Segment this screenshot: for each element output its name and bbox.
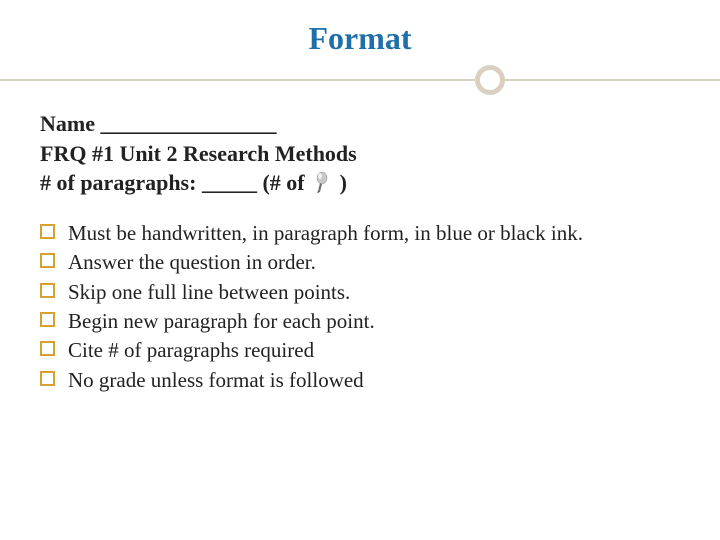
header-line-paragraphs: # of paragraphs: _____ (# of ) [40, 168, 680, 201]
list-item: Cite # of paragraphs required [40, 336, 680, 364]
header-line-frq: FRQ #1 Unit 2 Research Methods [40, 139, 680, 169]
square-bullet-icon [40, 341, 55, 356]
divider-line [0, 79, 720, 81]
list-item: Skip one full line between points. [40, 278, 680, 306]
bullet-text: Must be handwritten, in paragraph form, … [68, 221, 583, 245]
paragraphs-prefix: # of paragraphs: _____ (# of [40, 170, 310, 195]
pen-icon [312, 171, 332, 201]
list-item: No grade unless format is followed [40, 366, 680, 394]
square-bullet-icon [40, 312, 55, 327]
square-bullet-icon [40, 283, 55, 298]
header-line-name: Name ________________ [40, 109, 680, 139]
square-bullet-icon [40, 224, 55, 239]
title-divider [40, 65, 680, 95]
square-bullet-icon [40, 253, 55, 268]
list-item: Must be handwritten, in paragraph form, … [40, 219, 680, 247]
bullet-text: No grade unless format is followed [68, 368, 364, 392]
list-item: Begin new paragraph for each point. [40, 307, 680, 335]
bullet-text: Answer the question in order. [68, 250, 316, 274]
bullet-text: Cite # of paragraphs required [68, 338, 314, 362]
paragraphs-suffix: ) [334, 170, 347, 195]
bullet-text: Skip one full line between points. [68, 280, 350, 304]
slide-title: Format [40, 20, 680, 57]
divider-circle-icon [475, 65, 505, 95]
square-bullet-icon [40, 371, 55, 386]
bullet-list: Must be handwritten, in paragraph form, … [40, 219, 680, 394]
list-item: Answer the question in order. [40, 248, 680, 276]
bullet-text: Begin new paragraph for each point. [68, 309, 375, 333]
slide-container: Format Name ________________ FRQ #1 Unit… [0, 0, 720, 540]
header-block: Name ________________ FRQ #1 Unit 2 Rese… [40, 109, 680, 201]
